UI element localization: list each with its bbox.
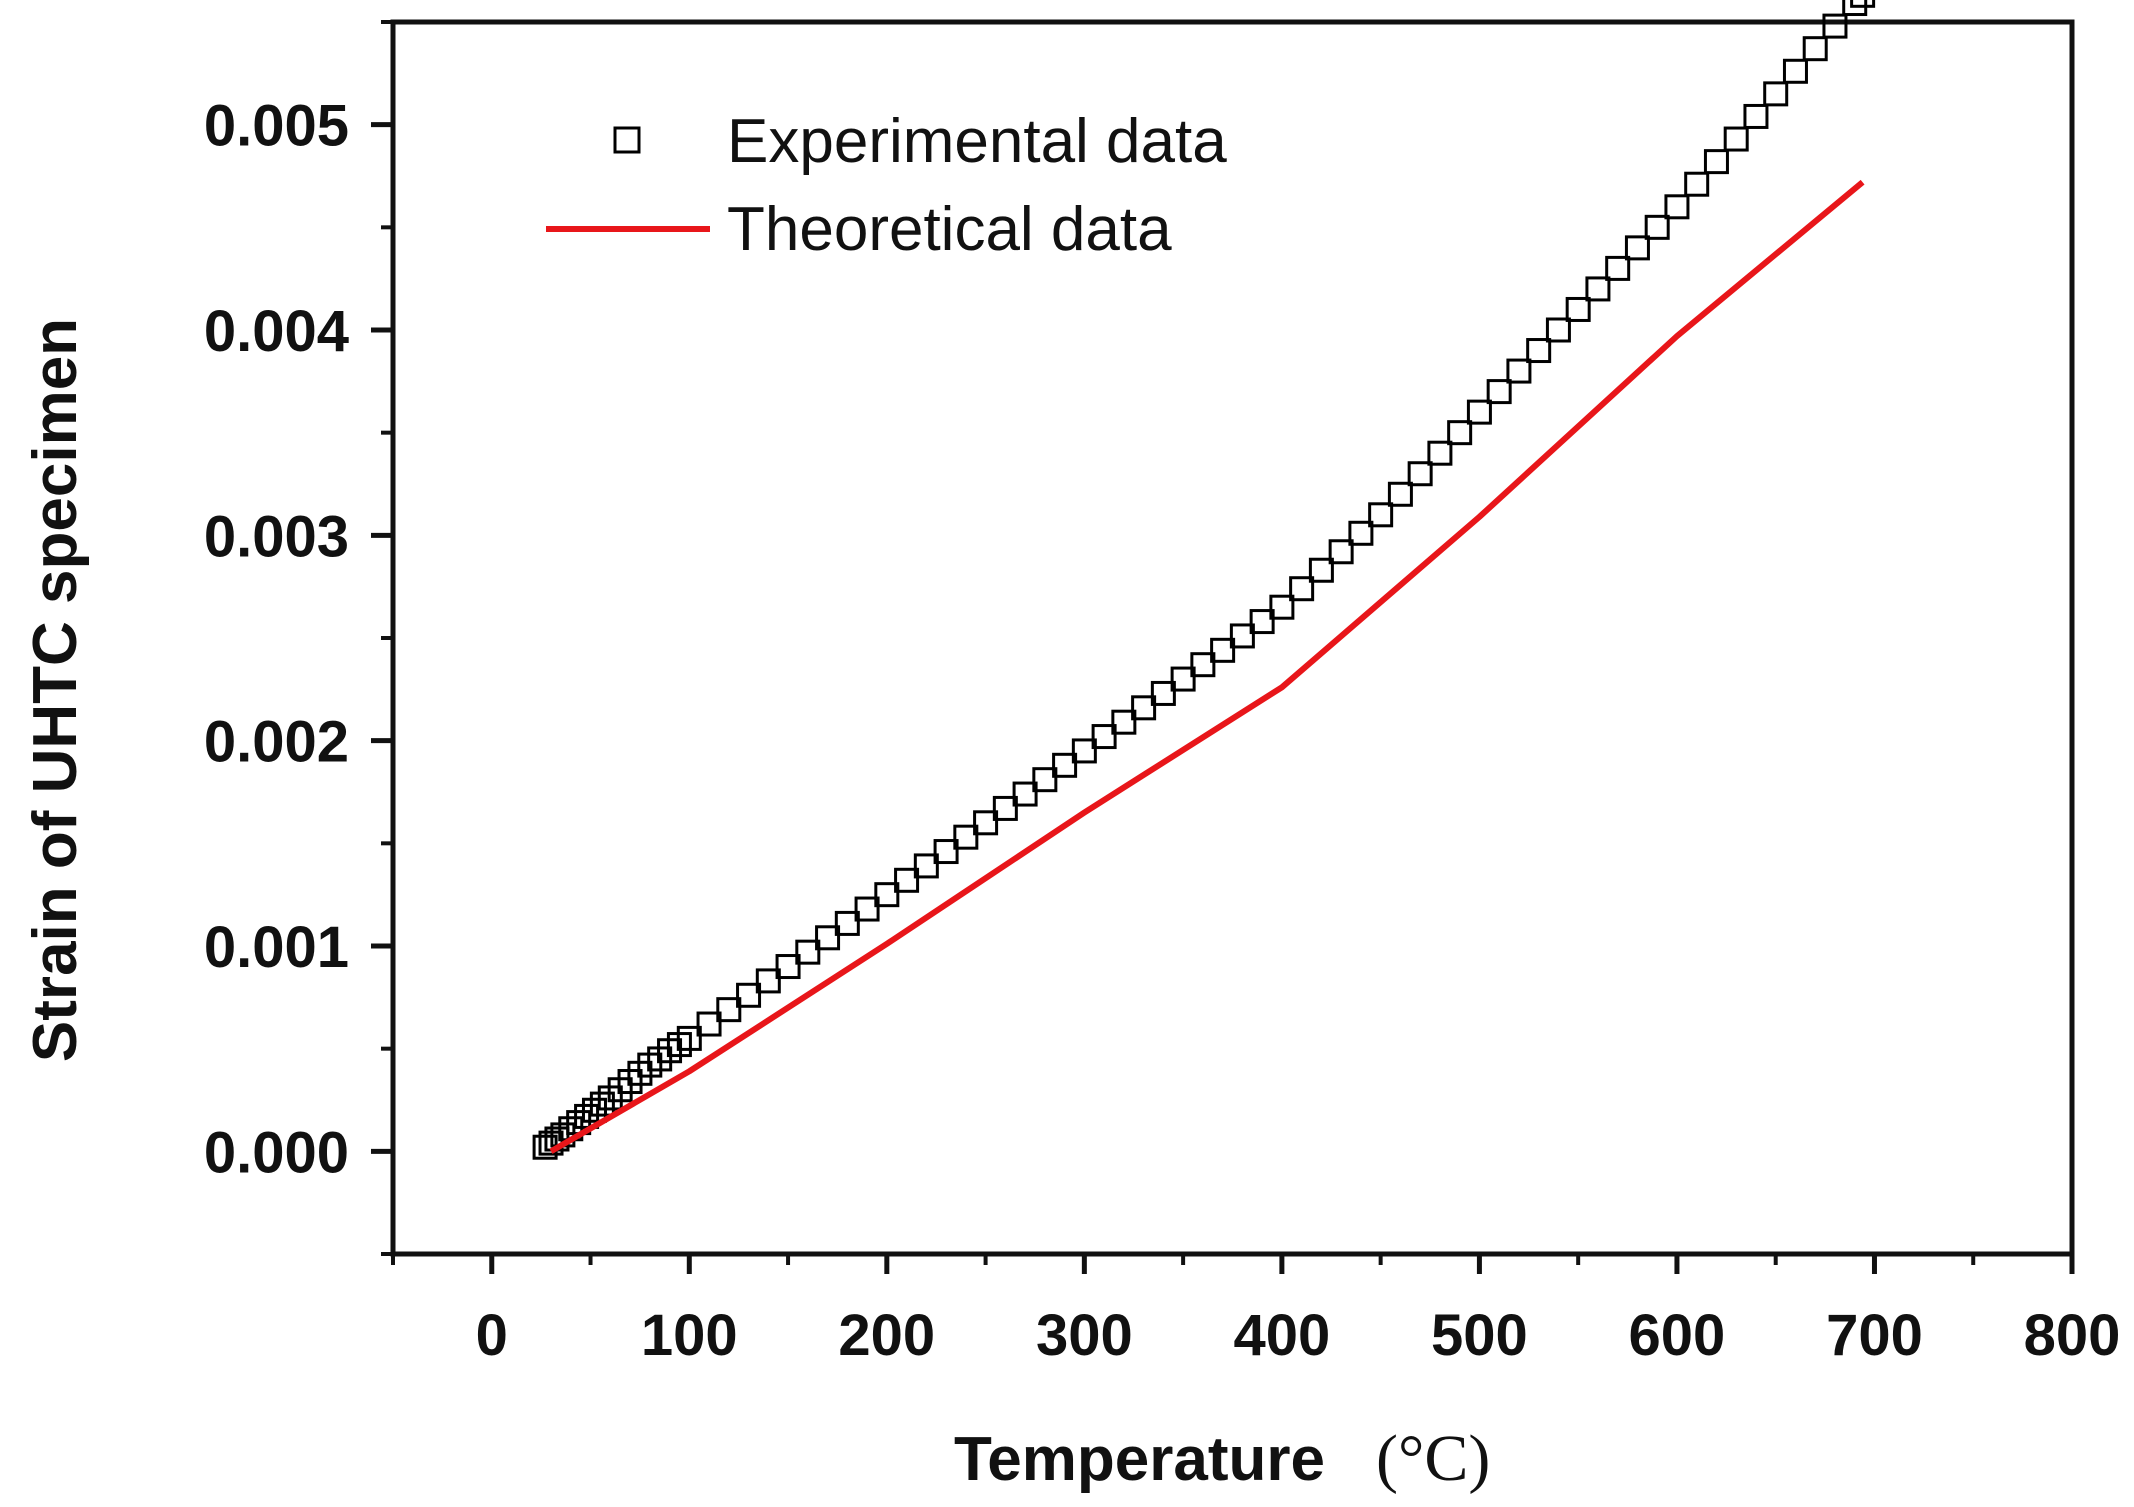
experimental-point bbox=[1111, 709, 1137, 735]
y-tick-label: 0.002 bbox=[204, 710, 349, 775]
experimental-point bbox=[1664, 194, 1690, 220]
experimental-point bbox=[795, 939, 821, 965]
experimental-point bbox=[1190, 652, 1216, 678]
legend-label-theoretical: Theoretical data bbox=[727, 195, 1172, 264]
experimental-point bbox=[1229, 623, 1255, 649]
y-axis-title: Strain of UHTC specimen bbox=[21, 318, 90, 1062]
experimental-point bbox=[1842, 0, 1868, 17]
experimental-point bbox=[1407, 461, 1433, 487]
experimental-point bbox=[755, 968, 781, 994]
experimental-point bbox=[1210, 637, 1236, 663]
experimental-point bbox=[1703, 149, 1729, 175]
experimental-point bbox=[1486, 379, 1512, 405]
legend-label-experimental: Experimental data bbox=[727, 107, 1227, 176]
experimental-point bbox=[1723, 126, 1749, 152]
x-tick-label: 400 bbox=[1233, 1303, 1330, 1368]
experimental-point bbox=[973, 810, 999, 836]
experimental-point bbox=[1150, 680, 1176, 706]
x-tick-label: 700 bbox=[1826, 1303, 1923, 1368]
x-tick-label: 500 bbox=[1431, 1303, 1528, 1368]
experimental-point bbox=[1387, 481, 1413, 507]
experimental-point bbox=[1585, 276, 1611, 302]
experimental-point bbox=[913, 853, 939, 879]
experimental-point bbox=[1545, 317, 1571, 343]
x-tick-label: 200 bbox=[838, 1303, 935, 1368]
experimental-point bbox=[1802, 36, 1828, 62]
experimental-point bbox=[1032, 767, 1058, 793]
theoretical-line bbox=[549, 179, 1865, 1154]
experimental-point bbox=[1368, 502, 1394, 528]
experimental-point bbox=[736, 982, 762, 1008]
experimental-point bbox=[1131, 695, 1157, 721]
y-tick-label: 0.001 bbox=[204, 915, 349, 980]
experimental-point bbox=[1684, 171, 1710, 197]
experimental-point bbox=[953, 824, 979, 850]
experimental-point bbox=[1170, 666, 1196, 692]
x-tick-label: 100 bbox=[641, 1303, 738, 1368]
experimental-point bbox=[1506, 358, 1532, 384]
experimental-point bbox=[1348, 520, 1374, 546]
experimental-point bbox=[834, 910, 860, 936]
x-axis-unit: (°C) bbox=[1376, 1422, 1490, 1495]
legend-marker-experimental bbox=[613, 126, 641, 154]
y-tick-label: 0.003 bbox=[204, 504, 349, 569]
experimental-point bbox=[1447, 420, 1473, 446]
experimental-point bbox=[696, 1011, 722, 1037]
experimental-point bbox=[933, 839, 959, 865]
x-tick-label: 300 bbox=[1036, 1303, 1133, 1368]
experimental-point bbox=[1822, 13, 1848, 39]
experimental-point bbox=[1289, 576, 1315, 602]
experimental-point bbox=[1782, 58, 1808, 84]
x-tick-label: 0 bbox=[476, 1303, 508, 1368]
y-tick-label: 0.000 bbox=[204, 1120, 349, 1185]
experimental-point bbox=[1850, 0, 1876, 8]
experimental-point bbox=[854, 896, 880, 922]
experimental-point bbox=[716, 997, 742, 1023]
x-axis-title: Temperature bbox=[954, 1425, 1325, 1494]
experimental-point bbox=[1269, 594, 1295, 620]
y-tick-label: 0.004 bbox=[204, 299, 349, 364]
experimental-point bbox=[1091, 724, 1117, 750]
experimental-point bbox=[1308, 557, 1334, 583]
experimental-point bbox=[1624, 235, 1650, 261]
experimental-point bbox=[1763, 81, 1789, 107]
experimental-point bbox=[1012, 781, 1038, 807]
experimental-point bbox=[874, 882, 900, 908]
y-tick-label: 0.005 bbox=[204, 94, 349, 159]
experimental-point bbox=[676, 1025, 702, 1051]
experimental-point bbox=[1526, 338, 1552, 364]
experimental-point bbox=[1071, 738, 1097, 764]
x-tick-label: 600 bbox=[1629, 1303, 1726, 1368]
experimental-point bbox=[589, 1091, 615, 1117]
experimental-point bbox=[1328, 539, 1354, 565]
experimental-point bbox=[1052, 752, 1078, 778]
experimental-point bbox=[1466, 399, 1492, 425]
experimental-point bbox=[1743, 103, 1769, 129]
experimental-point bbox=[894, 867, 920, 893]
experimental-point bbox=[1605, 255, 1631, 281]
experimental-point bbox=[815, 925, 841, 951]
experimental-point bbox=[992, 795, 1018, 821]
experimental-point bbox=[1249, 609, 1275, 635]
experimental-point bbox=[775, 954, 801, 980]
experimental-point bbox=[1644, 214, 1670, 240]
x-tick-label: 800 bbox=[2024, 1303, 2121, 1368]
experimental-point bbox=[1565, 296, 1591, 322]
experimental-point bbox=[1427, 440, 1453, 466]
